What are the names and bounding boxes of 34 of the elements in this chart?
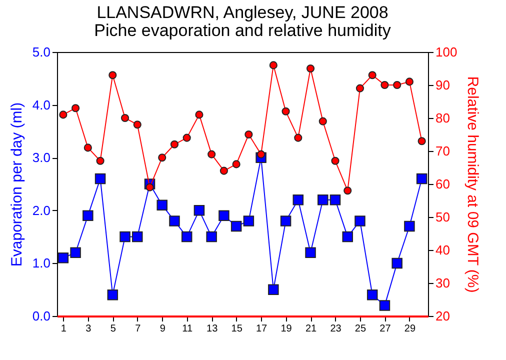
- y2-axis-title: Relative humidity at 09 GMT (%): [464, 76, 482, 293]
- y-tick-label: 1.0: [32, 256, 50, 271]
- x-tick-label: 9: [160, 324, 166, 334]
- y2-tick-label: 50: [436, 210, 450, 224]
- y-tick-label: 2.0: [32, 202, 50, 218]
- y2-tick-label: 70: [436, 144, 450, 158]
- y-tick-label: 3.0: [32, 150, 50, 166]
- x-tick-label: 29: [404, 324, 416, 334]
- x-tick-label: 7: [135, 324, 142, 334]
- x-tick-label: 15: [231, 324, 243, 334]
- x-tick-label: 17: [256, 324, 268, 334]
- chart-subtitle: Piche evaporation and relative humidity: [94, 21, 392, 40]
- x-tick-label: 27: [380, 324, 392, 334]
- y2-tick-label: 30: [436, 276, 450, 290]
- y-tick-label: 0.0: [32, 308, 50, 324]
- x-tick-label: 11: [182, 324, 193, 334]
- x-tick-label: 25: [354, 324, 366, 334]
- y-tick-label: 5.0: [32, 44, 50, 60]
- x-tick-label: 19: [280, 324, 292, 334]
- y2-tick-label: 80: [436, 110, 450, 126]
- y-axis-title: Evaporation per day (ml): [8, 102, 26, 267]
- x-tick-label: 5: [110, 324, 116, 334]
- chart-title: LLANSADWRN, Anglesey, JUNE 2008: [96, 3, 388, 22]
- y2-tick-label: 100: [436, 44, 458, 60]
- y2-tick-label: 90: [436, 78, 450, 92]
- x-tick-label: 1: [60, 324, 67, 334]
- x-tick-label: 21: [305, 324, 318, 334]
- x-tick-label: 13: [206, 324, 218, 334]
- y2-tick-label: 40: [436, 242, 450, 258]
- x-tick-label: 23: [330, 324, 342, 334]
- x-tick-label: 3: [86, 324, 92, 334]
- y-tick-label: 4.0: [32, 97, 50, 112]
- y2-tick-label: 60: [436, 176, 450, 192]
- y2-tick-label: 20: [436, 308, 450, 324]
